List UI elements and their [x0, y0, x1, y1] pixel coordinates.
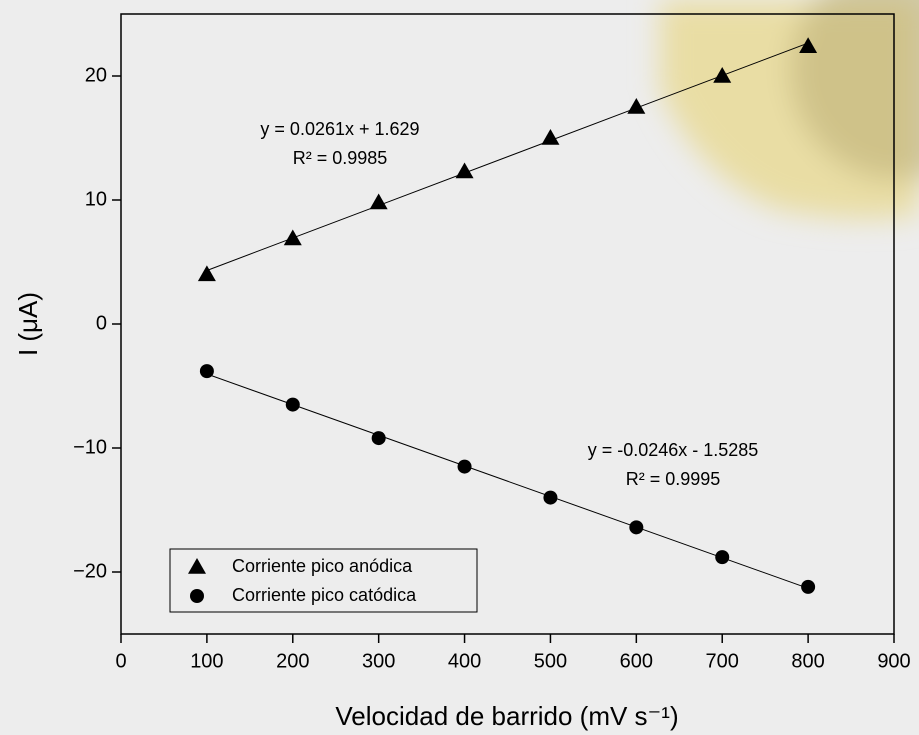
annotation: y = -0.0246x - 1.5285 — [588, 440, 759, 460]
x-tick-label: 800 — [791, 650, 824, 672]
y-tick-label: −10 — [73, 436, 107, 458]
data-point — [543, 491, 557, 505]
x-axis-label: Velocidad de barrido (mV s⁻¹) — [335, 701, 678, 731]
x-tick-label: 300 — [362, 650, 395, 672]
x-tick-label: 600 — [620, 650, 653, 672]
x-tick-label: 0 — [115, 650, 126, 672]
chart: Velocidad de barrido (mV s⁻¹) I (μA) 0 10… — [0, 0, 919, 735]
data-point — [372, 431, 386, 445]
annotation: R² = 0.9995 — [626, 469, 721, 489]
x-tick-label: 500 — [534, 650, 567, 672]
y-axis-label: I (μA) — [13, 292, 43, 356]
y-tick-label: 10 — [85, 188, 107, 210]
data-point — [629, 520, 643, 534]
x-tick-label: 100 — [190, 650, 223, 672]
legend-label: Corriente pico catódica — [232, 585, 417, 605]
annotation: R² = 0.9985 — [293, 148, 388, 168]
x-tick-label: 900 — [877, 650, 910, 672]
legend-label: Corriente pico anódica — [232, 556, 413, 576]
data-point — [715, 550, 729, 564]
x-tick-label: 400 — [448, 650, 481, 672]
annotation: y = 0.0261x + 1.629 — [260, 119, 419, 139]
y-tick-label: −20 — [73, 560, 107, 582]
data-point — [801, 580, 815, 594]
x-tick-label: 700 — [706, 650, 739, 672]
data-point — [286, 398, 300, 412]
y-tick-label: 0 — [96, 312, 107, 334]
data-point — [200, 364, 214, 378]
y-tick-label: 20 — [85, 64, 107, 86]
data-point — [458, 460, 472, 474]
x-tick-label: 200 — [276, 650, 309, 672]
legend-marker — [190, 589, 204, 603]
